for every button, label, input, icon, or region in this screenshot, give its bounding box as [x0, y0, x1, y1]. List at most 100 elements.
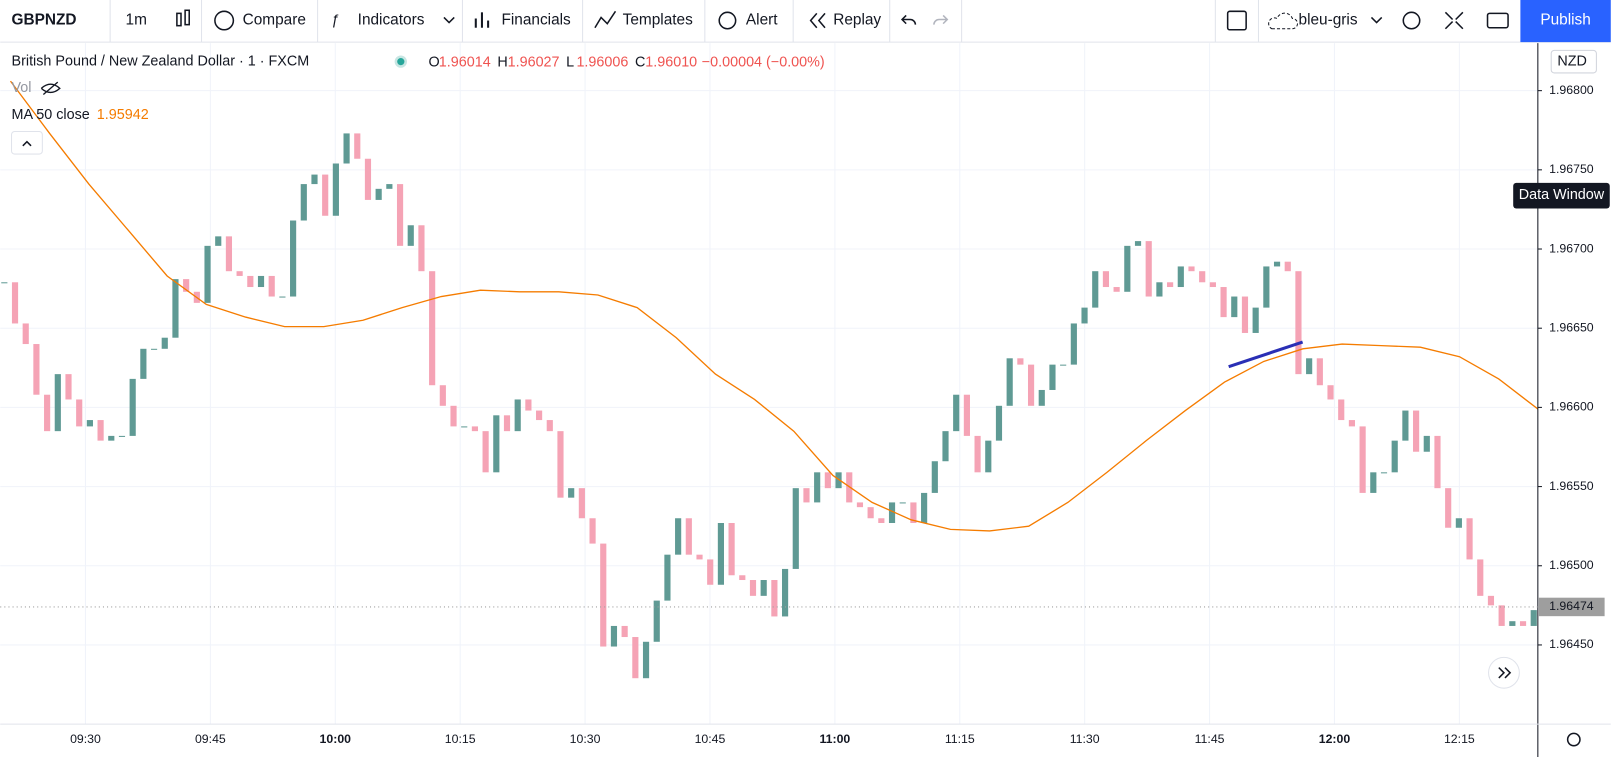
candle — [1327, 385, 1334, 400]
snapshot-button[interactable] — [1486, 12, 1509, 29]
candle — [921, 492, 928, 524]
settings-button[interactable] — [1402, 11, 1421, 30]
axis-settings-button[interactable] — [1566, 732, 1581, 747]
candle — [1509, 621, 1516, 626]
replay-button[interactable]: Replay — [833, 12, 881, 29]
candle — [675, 518, 682, 555]
alert-icon[interactable] — [718, 11, 737, 30]
layout-button[interactable]: bleu-gris — [1299, 12, 1358, 29]
x-tick-label: 11:00 — [819, 732, 850, 746]
candle — [1466, 518, 1473, 560]
candle — [161, 337, 168, 349]
candle — [910, 502, 917, 524]
fullscreen-button[interactable] — [1444, 11, 1464, 30]
layout-caret[interactable] — [1370, 16, 1383, 24]
scroll-icon — [1498, 667, 1512, 679]
candle — [867, 507, 874, 519]
candle — [1402, 410, 1409, 441]
candle — [1049, 364, 1056, 390]
candle — [1455, 518, 1462, 528]
candle — [803, 488, 810, 503]
ohlc-key: O — [429, 54, 440, 70]
candle — [1092, 271, 1099, 308]
financials-icon[interactable] — [474, 12, 490, 28]
candle — [1498, 605, 1505, 626]
candle — [118, 435, 126, 437]
candle — [354, 133, 361, 159]
cloud-icon[interactable] — [1268, 12, 1298, 30]
candle — [835, 472, 842, 489]
toolbar-separators — [109, 0, 1259, 43]
replay-icon[interactable] — [809, 12, 826, 29]
y-tick-label: 1.96500 — [1549, 558, 1594, 572]
candle — [1370, 472, 1377, 493]
candle — [76, 399, 83, 427]
candle — [396, 184, 404, 246]
candle — [1306, 358, 1313, 375]
ohlc-value: 1.96010 — [645, 54, 697, 70]
templates-button[interactable]: Templates — [623, 12, 693, 29]
symbol-button[interactable]: GBPNZD — [12, 12, 77, 29]
interval-button[interactable]: 1m — [126, 12, 147, 29]
candle — [600, 543, 607, 647]
ma-value: 1.95942 — [97, 107, 149, 123]
publish-label[interactable]: Publish — [1540, 12, 1590, 29]
chart-type-icon[interactable] — [176, 9, 190, 27]
candle — [300, 184, 307, 221]
candle — [33, 344, 40, 395]
market-status-dot — [397, 58, 405, 66]
tooltip — [1513, 182, 1610, 209]
candle — [1145, 241, 1152, 297]
candle — [1252, 307, 1259, 333]
candle — [418, 225, 425, 272]
indicators-icon[interactable]: ƒ — [331, 12, 339, 28]
candle — [1295, 271, 1302, 375]
axes: 1.96800 1.96750 1.96700 1.96650 1.96600 1.965… — [0, 83, 1605, 746]
vol-hidden-icon[interactable] — [40, 81, 61, 96]
candle — [225, 236, 233, 272]
select-layout-icon[interactable] — [1226, 10, 1247, 31]
candle — [1209, 282, 1216, 288]
x-tick-label: 10:30 — [570, 732, 601, 746]
candle — [1199, 271, 1206, 283]
candle — [749, 580, 757, 596]
financials-button[interactable]: Financials — [501, 12, 571, 29]
indicators-button[interactable]: Indicators — [358, 12, 425, 29]
templates-icon[interactable] — [594, 10, 617, 29]
publish-button[interactable] — [1520, 0, 1611, 43]
candle — [386, 184, 393, 189]
vol-label: Vol — [12, 80, 32, 96]
ohlc-key: C — [635, 54, 645, 70]
candle — [364, 158, 372, 200]
candle — [1423, 435, 1430, 452]
currency-button[interactable] — [1550, 49, 1597, 74]
candle — [589, 518, 596, 544]
candle — [1413, 410, 1420, 452]
indicators-caret[interactable] — [443, 16, 455, 24]
candle — [1124, 245, 1131, 292]
candle — [450, 405, 457, 427]
grid — [0, 43, 1538, 725]
candle — [995, 405, 1003, 441]
candle — [888, 502, 896, 524]
candle — [1102, 271, 1110, 288]
ohlc-key: H — [497, 54, 507, 70]
compare-button[interactable]: Compare — [243, 12, 306, 29]
x-tick-label: 11:15 — [945, 732, 975, 746]
candle — [1081, 307, 1088, 324]
candle — [322, 174, 329, 216]
candle — [493, 415, 500, 473]
currency-label[interactable]: NZD — [1557, 53, 1587, 69]
candle — [1060, 364, 1067, 366]
ohlc-key: L — [566, 54, 574, 70]
redo-button[interactable] — [933, 14, 949, 25]
undo-button[interactable] — [900, 14, 917, 25]
alert-button[interactable]: Alert — [746, 12, 778, 29]
candle — [1338, 399, 1345, 421]
candle — [1530, 610, 1537, 626]
trend-line-drawing[interactable] — [1228, 340, 1304, 369]
candle — [257, 275, 265, 288]
compare-icon[interactable] — [214, 10, 235, 31]
candle — [1134, 241, 1142, 246]
